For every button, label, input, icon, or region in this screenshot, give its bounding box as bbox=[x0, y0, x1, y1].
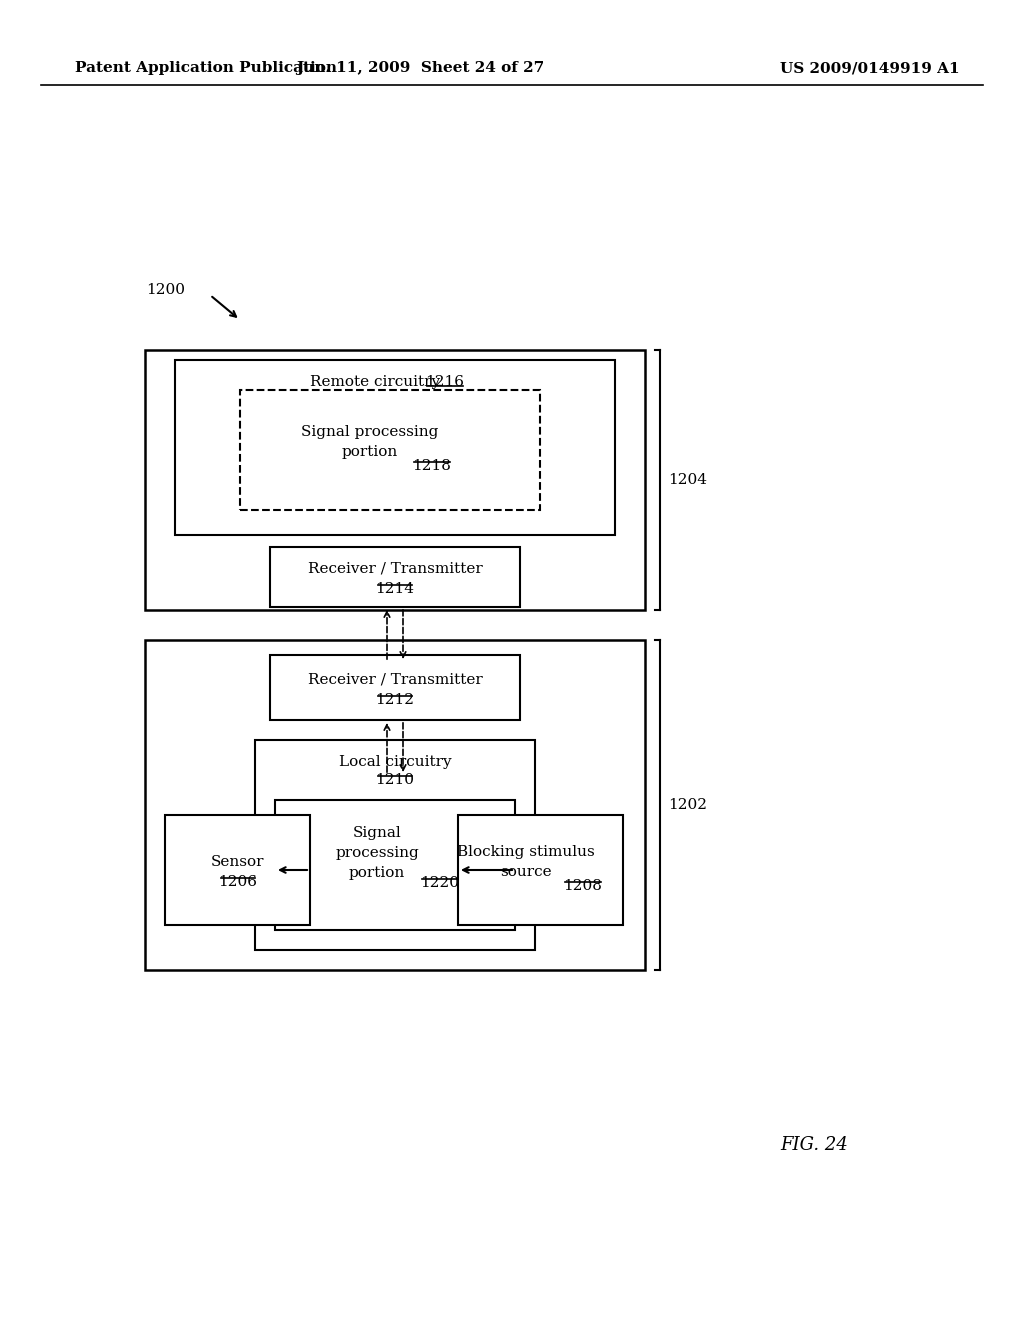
Text: Local circuitry: Local circuitry bbox=[339, 755, 452, 770]
Bar bbox=[240, 389, 540, 510]
Text: Receiver / Transmitter: Receiver / Transmitter bbox=[307, 562, 482, 576]
Bar bbox=[255, 741, 535, 950]
Text: Signal processing
portion: Signal processing portion bbox=[301, 425, 438, 459]
Text: Patent Application Publication: Patent Application Publication bbox=[75, 61, 337, 75]
Bar bbox=[458, 814, 623, 925]
Text: 1212: 1212 bbox=[376, 693, 415, 706]
Text: 1202: 1202 bbox=[668, 799, 707, 812]
Text: 1220: 1220 bbox=[421, 876, 460, 890]
Bar bbox=[270, 655, 520, 719]
Text: 1214: 1214 bbox=[376, 582, 415, 597]
Text: Remote circuitry: Remote circuitry bbox=[310, 375, 440, 389]
Bar bbox=[145, 640, 645, 970]
Bar bbox=[165, 814, 310, 925]
Text: 1206: 1206 bbox=[218, 875, 257, 888]
Text: 1204: 1204 bbox=[668, 473, 707, 487]
Text: 1216: 1216 bbox=[426, 375, 465, 389]
Text: Blocking stimulus
source: Blocking stimulus source bbox=[457, 845, 594, 879]
Text: 1210: 1210 bbox=[376, 774, 415, 787]
Text: Jun. 11, 2009  Sheet 24 of 27: Jun. 11, 2009 Sheet 24 of 27 bbox=[296, 61, 544, 75]
Text: FIG. 24: FIG. 24 bbox=[780, 1137, 848, 1154]
Text: US 2009/0149919 A1: US 2009/0149919 A1 bbox=[780, 61, 959, 75]
Text: Receiver / Transmitter: Receiver / Transmitter bbox=[307, 672, 482, 686]
Text: Sensor: Sensor bbox=[211, 855, 264, 869]
Bar bbox=[275, 800, 515, 931]
Text: 1200: 1200 bbox=[146, 282, 185, 297]
Bar bbox=[175, 360, 615, 535]
Text: Signal
processing
portion: Signal processing portion bbox=[335, 826, 419, 879]
Text: 1218: 1218 bbox=[413, 459, 452, 473]
Bar bbox=[270, 546, 520, 607]
Bar bbox=[145, 350, 645, 610]
Text: 1208: 1208 bbox=[563, 879, 602, 894]
